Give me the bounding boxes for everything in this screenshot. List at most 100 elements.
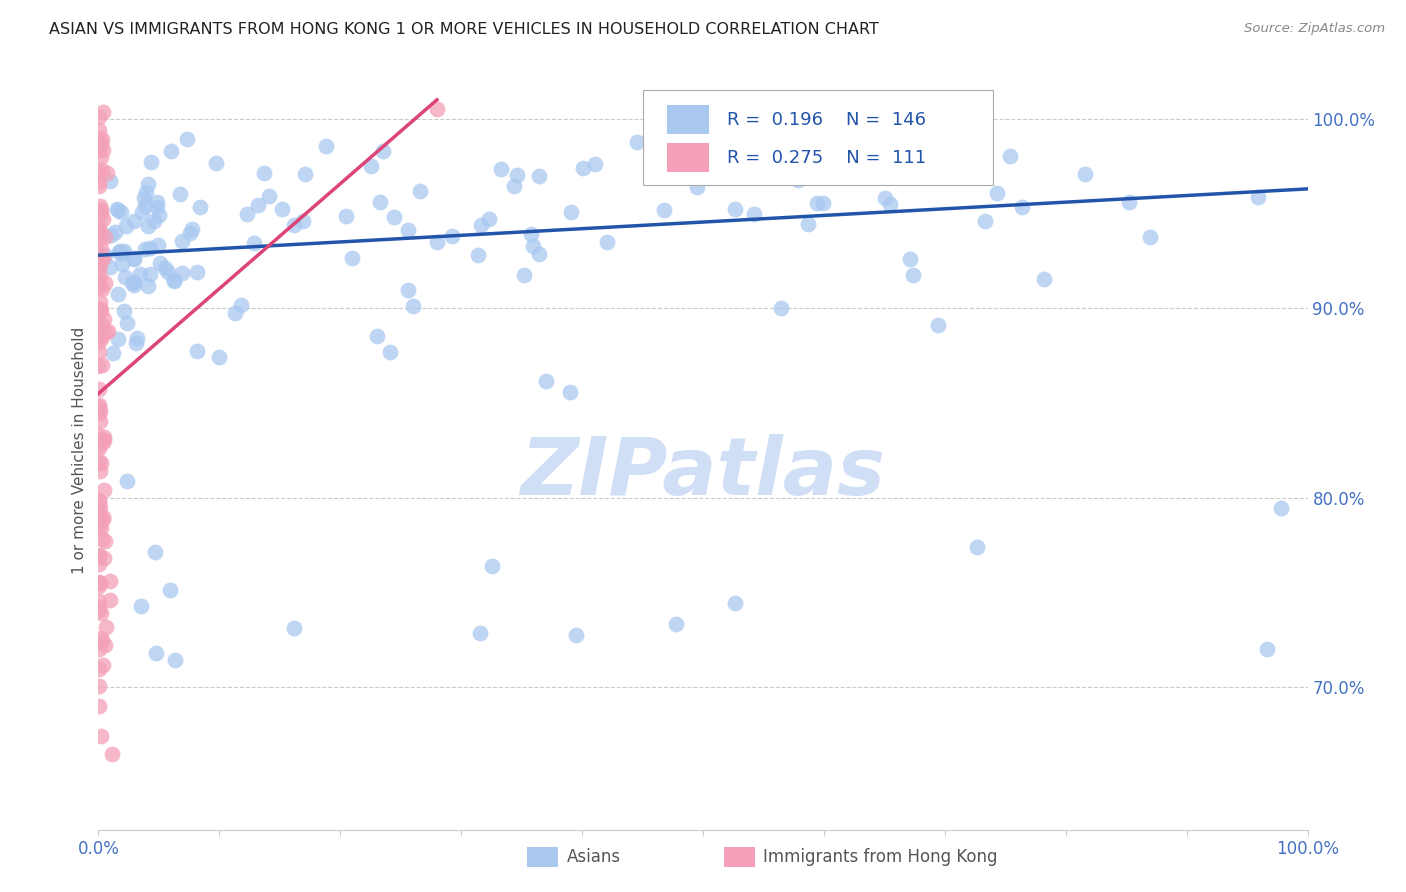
Point — [149, 256, 172, 270]
Point — [134, 199, 156, 213]
Point — [114, 219, 136, 234]
Point — [291, 213, 314, 227]
Point — [139, 267, 162, 281]
Point — [124, 252, 146, 266]
Point — [89, 327, 111, 342]
Point — [87, 502, 110, 516]
Point — [571, 161, 593, 176]
Point — [143, 214, 166, 228]
Point — [89, 302, 111, 317]
Point — [134, 243, 156, 257]
Point — [283, 621, 305, 635]
Point — [87, 699, 110, 714]
Point — [91, 512, 114, 526]
Point — [1073, 167, 1095, 181]
Point — [259, 188, 281, 202]
Point — [91, 657, 114, 672]
Point — [107, 202, 129, 217]
Point — [467, 248, 489, 262]
Point — [491, 161, 513, 176]
Point — [90, 318, 112, 333]
Point — [186, 343, 208, 358]
Point — [87, 345, 110, 359]
Point — [1118, 195, 1140, 210]
Point — [724, 202, 747, 216]
Point — [163, 274, 186, 288]
Point — [93, 434, 115, 448]
Point — [87, 175, 110, 189]
Point — [315, 138, 337, 153]
Point — [340, 251, 363, 265]
Point — [98, 260, 121, 275]
Point — [654, 203, 676, 218]
Point — [87, 518, 110, 533]
Point — [87, 274, 110, 288]
Point — [91, 143, 114, 157]
Point — [138, 241, 160, 255]
Point — [87, 438, 110, 452]
Point — [90, 303, 112, 318]
Point — [94, 533, 117, 548]
Point — [91, 252, 114, 266]
Point — [723, 597, 745, 611]
Point — [513, 268, 536, 282]
Point — [93, 550, 115, 565]
Point — [89, 256, 111, 270]
Point — [172, 266, 194, 280]
Point — [371, 145, 394, 159]
Point — [87, 382, 110, 396]
Point — [104, 225, 127, 239]
Point — [93, 248, 115, 262]
Point — [534, 375, 557, 389]
Point — [89, 199, 111, 213]
Point — [87, 407, 110, 421]
Point — [186, 265, 208, 279]
Point — [382, 211, 405, 225]
Point — [87, 599, 110, 614]
Point — [180, 222, 202, 236]
Point — [481, 558, 503, 573]
Point — [90, 150, 112, 164]
Point — [101, 346, 124, 360]
Point — [98, 174, 121, 188]
Point — [470, 625, 492, 640]
Point — [87, 508, 110, 523]
Point — [900, 252, 922, 266]
Point — [87, 579, 110, 593]
Point — [145, 194, 167, 209]
Point — [121, 276, 143, 290]
Point — [271, 202, 294, 216]
Point — [87, 603, 110, 617]
Point — [90, 202, 112, 217]
Point — [94, 229, 117, 244]
Point — [90, 207, 112, 221]
Point — [596, 235, 619, 249]
Point — [529, 246, 551, 260]
Text: Immigrants from Hong Kong: Immigrants from Hong Kong — [763, 848, 998, 866]
Point — [94, 325, 117, 339]
Text: Asians: Asians — [567, 848, 620, 866]
Point — [1139, 229, 1161, 244]
Point — [811, 196, 834, 211]
Point — [665, 616, 688, 631]
Point — [396, 283, 419, 297]
Point — [686, 180, 709, 194]
Point — [208, 350, 231, 364]
Point — [110, 205, 132, 219]
Point — [89, 575, 111, 590]
Point — [626, 135, 648, 149]
Point — [243, 236, 266, 251]
Point — [94, 276, 117, 290]
Point — [110, 244, 132, 259]
Point — [90, 606, 112, 620]
Point — [93, 483, 115, 497]
Point — [87, 244, 110, 259]
Point — [91, 358, 114, 372]
Point — [402, 300, 425, 314]
Point — [87, 441, 110, 455]
Point — [87, 359, 110, 374]
Point — [294, 167, 316, 181]
Point — [91, 132, 114, 146]
Y-axis label: 1 or more Vehicles in Household: 1 or more Vehicles in Household — [72, 326, 87, 574]
Point — [744, 207, 766, 221]
